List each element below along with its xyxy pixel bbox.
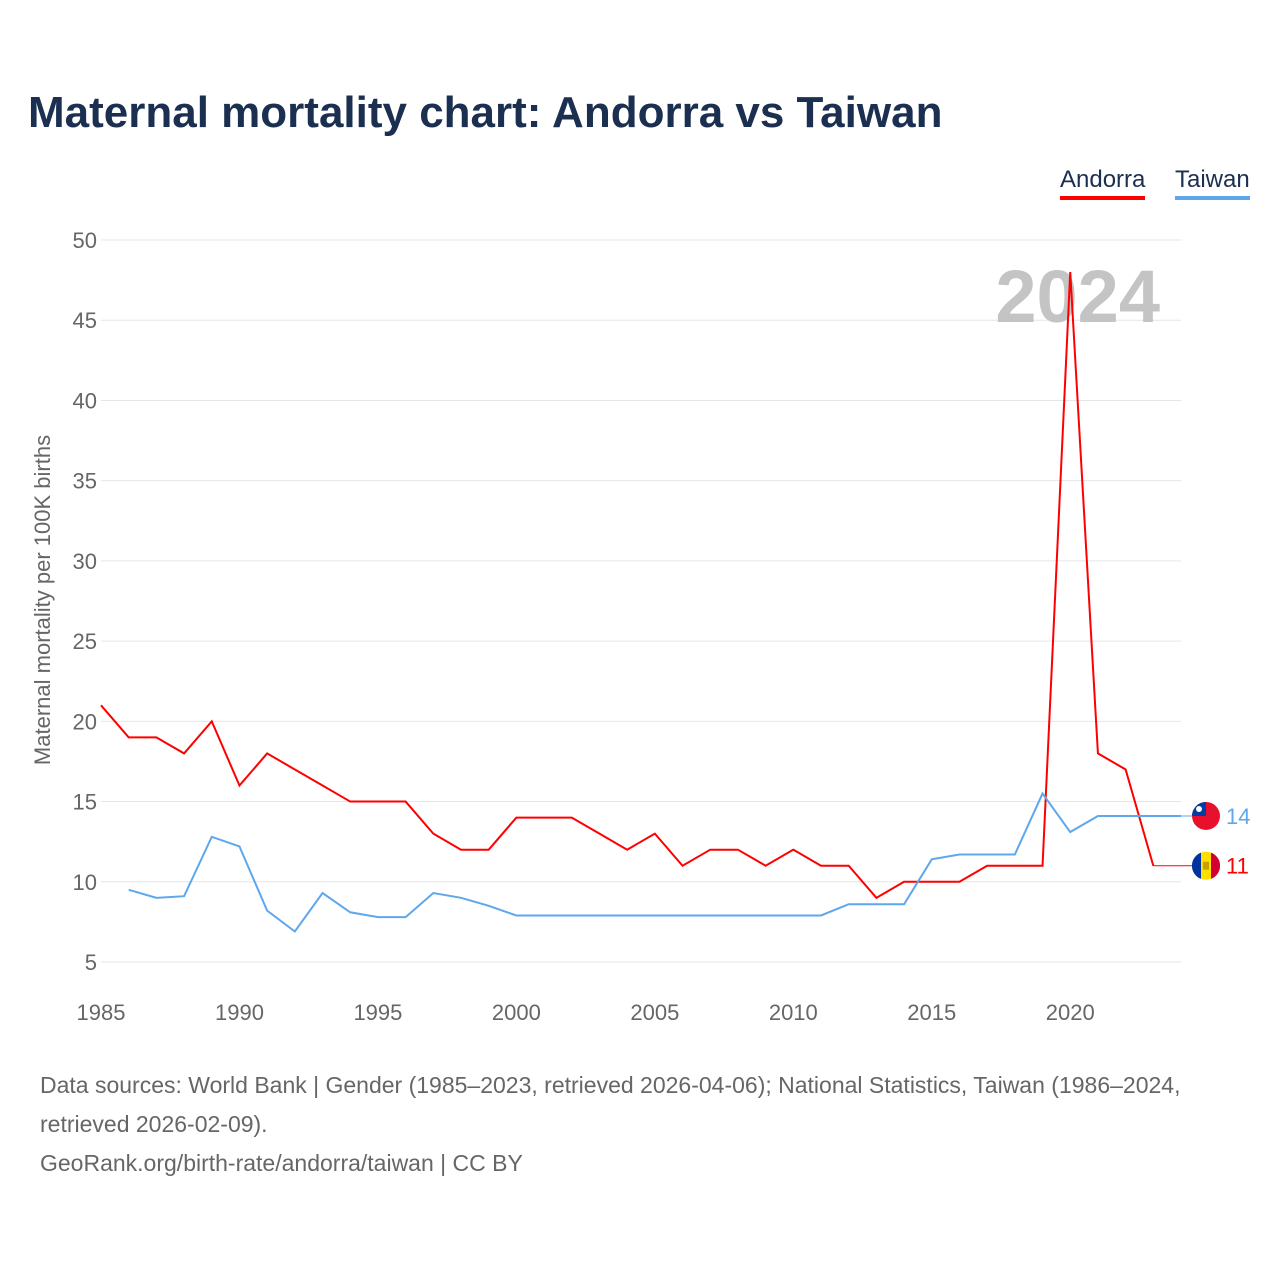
y-tick-label: 40 [73, 388, 97, 413]
plot-area: 5 10 15 20 25 30 35 40 45 50 1985 1990 1995 2000 2005 2… [30, 228, 1250, 1025]
chart-title: Maternal mortality chart: Andorra vs Tai… [28, 88, 943, 137]
andorra-flag-blue [1191, 852, 1201, 879]
x-tick-label: 1995 [353, 1000, 402, 1025]
legend-andorra[interactable]: Andorra [1060, 166, 1146, 200]
attribution-link[interactable]: GeoRank.org/birth-rate/andorra/taiwan | … [40, 1150, 523, 1176]
y-tick-label: 35 [73, 469, 97, 494]
x-tick-label: 1990 [215, 1000, 264, 1025]
x-tick-label: 2010 [769, 1000, 818, 1025]
series-line-taiwan [128, 791, 1181, 933]
footer: Data sources: World Bank | Gender (1985–… [40, 1066, 1240, 1183]
x-tick-label: 2000 [492, 1000, 541, 1025]
end-label-andorra: 11 [1226, 854, 1249, 879]
y-tick-label: 15 [73, 790, 97, 815]
legend-taiwan[interactable]: Taiwan [1175, 166, 1250, 200]
y-tick-label: 45 [73, 308, 97, 333]
end-label-taiwan: 14 [1226, 804, 1250, 829]
y-tick-label: 20 [73, 709, 97, 734]
y-tick-label: 50 [73, 228, 97, 253]
y-tick-label: 5 [85, 950, 97, 975]
x-tick-label: 2005 [630, 1000, 679, 1025]
y-tick-label: 30 [73, 549, 97, 574]
x-tick-label: 2020 [1046, 1000, 1095, 1025]
year-watermark: 2024 [995, 255, 1160, 338]
andorra-flag-coat [1203, 861, 1209, 870]
taiwan-flag-sun [1196, 805, 1202, 812]
x-tick-label: 1985 [77, 1000, 126, 1025]
y-tick-label: 25 [73, 629, 97, 654]
y-axis-label: Maternal mortality per 100K births [30, 435, 55, 765]
series-line-andorra [100, 272, 1155, 900]
andorra-flag-red [1211, 852, 1221, 879]
y-tick-label: 10 [73, 870, 97, 895]
x-tick-label: 2015 [907, 1000, 956, 1025]
data-sources: Data sources: World Bank | Gender (1985–… [40, 1072, 1181, 1137]
